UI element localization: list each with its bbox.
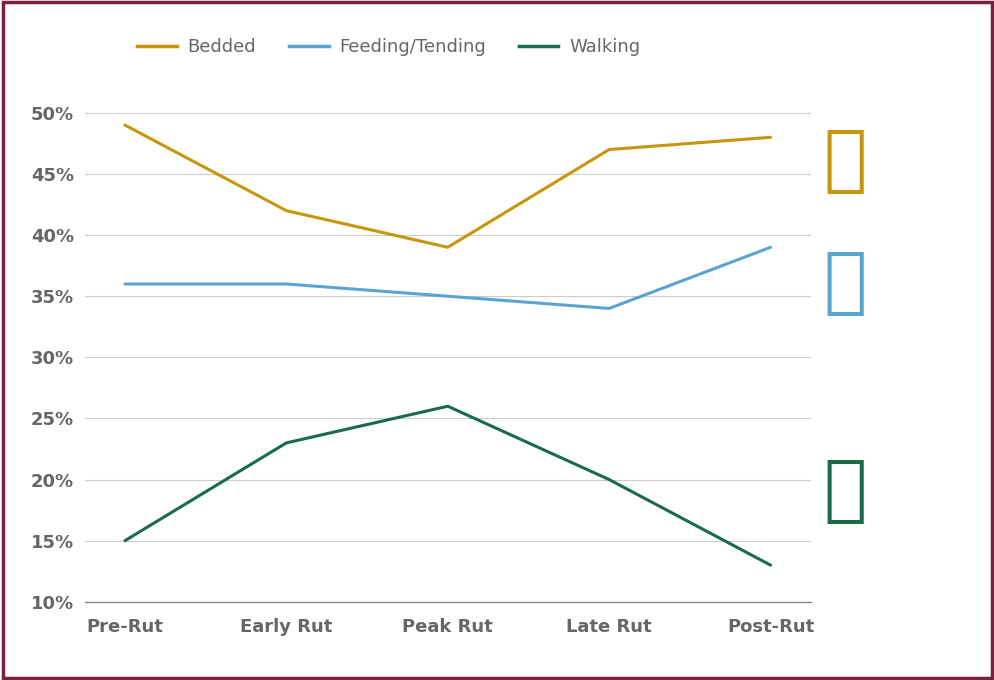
Text: Time Spent in Behaviors by Rut Phase: Time Spent in Behaviors by Rut Phase bbox=[170, 21, 824, 50]
Text: 🦌: 🦌 bbox=[822, 457, 866, 526]
Legend: Bedded, Feeding/Tending, Walking: Bedded, Feeding/Tending, Walking bbox=[130, 31, 647, 63]
Text: 🦌: 🦌 bbox=[822, 127, 866, 197]
Text: 🦌: 🦌 bbox=[822, 250, 866, 318]
